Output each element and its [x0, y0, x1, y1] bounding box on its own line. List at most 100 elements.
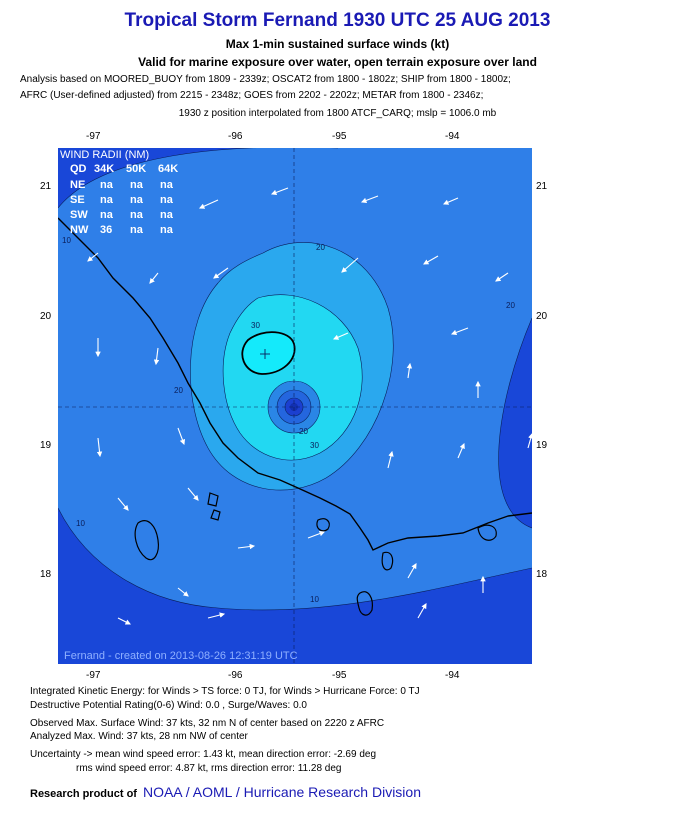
contour-label: 30 — [251, 321, 260, 330]
credit-org-link[interactable]: NOAA / AOML / Hurricane Research Divisio… — [142, 784, 421, 800]
wind-radii-col-64k: 64K — [158, 163, 178, 175]
wind-radii-value: na — [100, 209, 114, 221]
wind-vector-arrow — [187, 487, 199, 501]
lat-tick-right: 21 — [536, 181, 548, 192]
wind-vector-arrow — [457, 442, 465, 459]
wind-vector-arrow — [341, 257, 359, 273]
wind-vector-arrow — [117, 497, 129, 511]
wind-radii-value: na — [160, 179, 174, 191]
wind-vector-arrow — [87, 252, 99, 262]
wind-radii-value: na — [130, 224, 144, 236]
lon-tick-bottom: -97 — [86, 670, 101, 681]
contour-label: 10 — [310, 595, 319, 604]
wind-radii-col-34k: 34K — [94, 163, 114, 175]
wind-vector-arrow — [406, 362, 413, 379]
wind-vector-arrow — [332, 332, 349, 340]
wind-vector-arrow — [270, 187, 289, 196]
lon-tick-top: -96 — [228, 131, 243, 142]
wind-vector-arrow — [450, 327, 469, 336]
wind-radii-value: na — [100, 194, 114, 206]
position-note: 1930 z position interpolated from 1800 A… — [178, 108, 497, 119]
uncertainty-mean-text: Uncertainty -> mean wind speed error: 1.… — [30, 749, 377, 760]
dpr-text: Destructive Potential Rating(0-6) Wind: … — [30, 700, 307, 711]
contour-label: 20 — [316, 243, 325, 252]
contour-label: 10 — [62, 236, 71, 245]
island-shape — [207, 492, 221, 521]
credit-prefix: Research product of — [30, 788, 137, 800]
contour-label: 20 — [506, 301, 515, 310]
wind-vector-arrow — [177, 587, 189, 597]
lat-tick-left: 21 — [40, 181, 52, 192]
wind-radii-title: WIND RADII (NM) — [60, 149, 149, 161]
credit-line: Research product of NOAA / AOML / Hurrica… — [30, 784, 421, 800]
ike-text: Integrated Kinetic Energy: for Winds > T… — [30, 686, 420, 697]
wind-vector-arrow — [527, 432, 532, 449]
wind-radii-col-qd: QD — [70, 163, 87, 175]
wind-vector-arrow — [307, 530, 326, 539]
contour-label: 30 — [310, 441, 319, 450]
analysis-sources-1: Analysis based on MOORED_BUOY from 1809 … — [20, 74, 511, 85]
lon-tick-top: -97 — [86, 131, 101, 142]
wind-radii-value: na — [100, 179, 114, 191]
wind-radii-value: na — [160, 224, 174, 236]
island-shape — [381, 551, 394, 571]
lat-tick-right: 18 — [536, 569, 548, 580]
analysis-sources-2: AFRC (User-defined adjusted) from 2215 -… — [20, 90, 484, 101]
wind-vector-arrow — [442, 197, 459, 205]
wind-radii-table: WIND RADII (NM) QD 34K 50K 64K NE na na … — [60, 149, 178, 236]
coastline — [58, 217, 532, 551]
lon-tick-top: -95 — [332, 131, 347, 142]
lat-tick-left: 20 — [40, 311, 52, 322]
lat-tick-right: 19 — [536, 440, 548, 451]
lon-tick-top: -94 — [445, 131, 460, 142]
lon-tick-bottom: -94 — [445, 670, 460, 681]
wind-vector-arrow — [495, 272, 509, 282]
subtitle-exposure: Valid for marine exposure over water, op… — [138, 55, 537, 69]
wind-vector-arrow — [213, 267, 229, 279]
page-title: Tropical Storm Fernand 1930 UTC 25 AUG 2… — [124, 10, 551, 31]
wind-radii-quadrant: SE — [70, 194, 85, 206]
wind-radii-value: na — [130, 194, 144, 206]
wind-vector-arrow — [96, 437, 103, 458]
wind-vector-arrow — [237, 543, 256, 550]
wind-vector-arrow — [423, 255, 439, 265]
wind-vectors — [87, 187, 532, 625]
wind-vector-arrow — [360, 195, 379, 204]
wind-vector-arrow — [387, 450, 394, 469]
island-shape — [356, 591, 373, 616]
island-shape — [134, 520, 159, 561]
wind-vector-arrow — [149, 272, 159, 284]
wind-radii-quadrant: SW — [70, 209, 88, 221]
wind-vector-arrow — [117, 617, 131, 625]
wind-radii-value: na — [130, 179, 144, 191]
wind-radii-value: 36 — [100, 224, 112, 236]
island-shape — [477, 524, 497, 541]
wind-radii-col-50k: 50K — [126, 163, 146, 175]
uncertainty-rms-text: rms wind speed error: 4.87 kt, rms direc… — [76, 763, 342, 774]
wind-radii-quadrant: NW — [70, 224, 89, 236]
lon-tick-bottom: -96 — [228, 670, 243, 681]
wind-radii-value: na — [130, 209, 144, 221]
wind-vector-arrow — [417, 603, 427, 619]
lat-tick-right: 20 — [536, 311, 548, 322]
map-footer: Fernand - created on 2013-08-26 12:31:19… — [64, 650, 298, 662]
analyzed-max-text: Analyzed Max. Wind: 37 kts, 28 nm NW of … — [30, 731, 248, 742]
subtitle-units: Max 1-min sustained surface winds (kt) — [225, 37, 450, 51]
wind-vector-arrow — [177, 427, 186, 446]
island-shape — [316, 518, 330, 532]
center-marker — [260, 349, 270, 359]
wind-radii-quadrant: NE — [70, 179, 85, 191]
wind-vector-arrow — [198, 199, 219, 209]
contour-label: 20 — [299, 427, 308, 436]
lat-tick-left: 18 — [40, 569, 52, 580]
lon-tick-bottom: -95 — [332, 670, 347, 681]
contour-label: 10 — [76, 519, 85, 528]
wind-vector-arrow — [407, 563, 417, 579]
wind-vector-arrow — [153, 347, 160, 366]
observed-max-text: Observed Max. Surface Wind: 37 kts, 32 n… — [30, 718, 385, 729]
wind-radii-value: na — [160, 194, 174, 206]
wind-level-above-35 — [241, 331, 296, 375]
lat-tick-left: 19 — [40, 440, 52, 451]
wind-field-map: WIND RADII (NM) QD 34K 50K 64K NE na na … — [58, 148, 532, 664]
contour-label: 20 — [174, 386, 183, 395]
